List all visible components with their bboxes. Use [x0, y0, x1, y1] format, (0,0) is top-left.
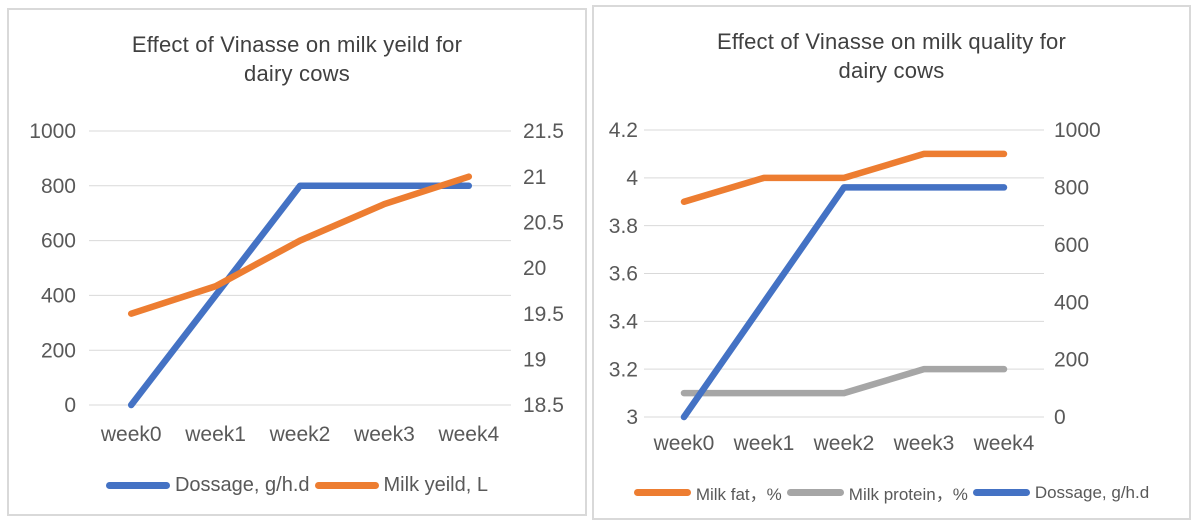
- series-line-1: [127, 173, 473, 317]
- right-axis-tick-label: 0: [1054, 406, 1066, 429]
- legend-item: Dossage, g/h.d: [105, 474, 310, 497]
- chart-legend: Milk fat，% Milk protein，% Dossage, g/h.d: [594, 480, 1189, 505]
- series-line-1: [680, 365, 1008, 397]
- left-axis-tick-label: 4: [626, 167, 638, 190]
- category-label: week1: [184, 423, 246, 446]
- chart-title-line-1: Effect of Vinasse on milk yeild for: [131, 32, 463, 57]
- category-label: week3: [353, 423, 415, 446]
- chart-panel-milk-yield: Effect of Vinasse on milk yeild for dair…: [7, 8, 587, 516]
- right-axis-tick-label: 21: [523, 166, 546, 189]
- legend-item: Milk fat，%: [633, 480, 782, 505]
- legend-line-swatch: [314, 482, 379, 489]
- legend-item: Milk protein，%: [786, 480, 968, 505]
- left-axis-tick-label: 600: [41, 230, 76, 253]
- legend-label: Milk yeild, L: [383, 474, 488, 496]
- legend-label: Milk protein，%: [848, 485, 968, 504]
- left-axis-tick-label: 800: [41, 175, 76, 198]
- category-label: week0: [653, 432, 715, 455]
- legend-line-swatch: [786, 489, 844, 496]
- chart-title: Effect of Vinasse on milk yeild for dair…: [9, 30, 585, 88]
- right-axis-tick-label: 1000: [1054, 119, 1101, 142]
- right-axis-tick-label: 19: [523, 348, 546, 371]
- series-line-0: [127, 182, 473, 409]
- left-axis-tick-label: 200: [41, 339, 76, 362]
- left-axis-tick-label: 3.4: [609, 310, 639, 333]
- series-line-0: [680, 150, 1008, 205]
- left-axis-tick-label: 3: [626, 406, 638, 429]
- legend-line-swatch: [105, 482, 170, 489]
- category-label: week0: [100, 423, 162, 446]
- right-axis-tick-label: 20: [523, 257, 546, 280]
- left-axis-tick-label: 400: [41, 285, 76, 308]
- category-label: week3: [893, 432, 955, 455]
- right-axis-tick-label: 20.5: [523, 211, 564, 234]
- legend-line-swatch: [633, 489, 691, 496]
- chart-title: Effect of Vinasse on milk quality for da…: [594, 27, 1189, 85]
- chart-title-line-1: Effect of Vinasse on milk quality for: [717, 29, 1066, 54]
- legend-item: Dossage, g/h.d: [972, 482, 1150, 503]
- category-label: week2: [269, 423, 331, 446]
- chart-panel-milk-quality: Effect of Vinasse on milk quality for da…: [592, 5, 1191, 520]
- series-line-2: [680, 184, 1008, 421]
- right-axis-tick-label: 600: [1054, 234, 1089, 257]
- chart-title-line-2: dairy cows: [838, 58, 945, 83]
- milk-yield-chart-plot: 1000 800 600 400 200 0 21.5 21 20.5 20 19.5 19 18.5 w…: [29, 120, 564, 446]
- left-axis-tick-label: 3.2: [609, 358, 638, 381]
- category-label: week2: [813, 432, 875, 455]
- legend-label: Milk fat，%: [695, 485, 782, 504]
- right-axis-tick-label: 18.5: [523, 394, 564, 417]
- legend-item: Milk yeild, L: [314, 474, 488, 497]
- left-axis-tick-label: 3.6: [609, 263, 638, 286]
- milk-quality-chart-plot: 4.2 4 3.8 3.6 3.4 3.2 3 1000 800 600 400 200 0 week0 w…: [609, 119, 1101, 455]
- right-axis-tick-label: 21.5: [523, 120, 564, 143]
- left-axis-tick-label: 4.2: [609, 119, 638, 142]
- category-label: week4: [973, 432, 1035, 455]
- right-axis-tick-label: 19.5: [523, 303, 564, 326]
- right-axis-tick-label: 800: [1054, 177, 1089, 200]
- legend-line-swatch: [972, 489, 1030, 496]
- right-axis-tick-label: 400: [1054, 291, 1089, 314]
- chart-legend: Dossage, g/h.d Milk yeild, L: [9, 474, 585, 497]
- category-label: week4: [437, 423, 499, 446]
- left-axis-tick-label: 1000: [29, 120, 76, 143]
- right-axis-tick-label: 200: [1054, 349, 1089, 372]
- category-label: week1: [733, 432, 795, 455]
- left-axis-tick-label: 3.8: [609, 215, 638, 238]
- legend-label: Dossage, g/h.d: [174, 474, 310, 496]
- left-axis-tick-label: 0: [64, 394, 76, 417]
- legend-label: Dossage, g/h.d: [1034, 482, 1150, 502]
- chart-title-line-2: dairy cows: [244, 61, 350, 86]
